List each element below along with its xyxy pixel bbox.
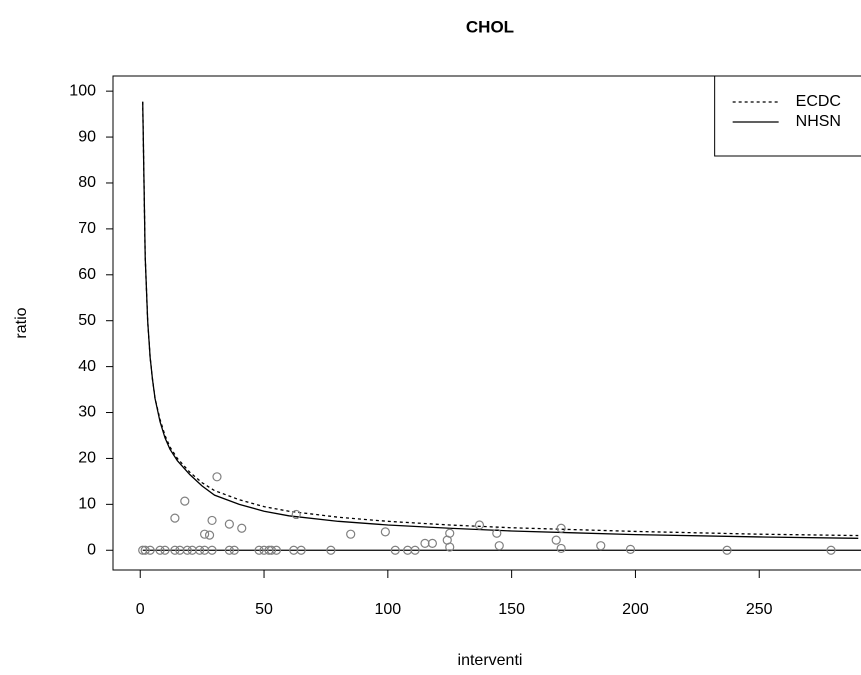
data-point xyxy=(224,545,234,555)
y-tick-label: 40 xyxy=(78,358,96,375)
data-point xyxy=(296,545,306,555)
data-point xyxy=(492,528,502,538)
y-tick-label: 80 xyxy=(78,174,96,191)
data-point xyxy=(170,545,180,555)
data-point xyxy=(722,545,732,555)
data-point xyxy=(195,545,205,555)
y-tick-label: 90 xyxy=(78,128,96,145)
data-point xyxy=(380,527,390,537)
data-point xyxy=(160,545,170,555)
chart-title: CHOL xyxy=(466,17,514,36)
y-tick-label: 20 xyxy=(78,450,96,467)
legend-label: NHSN xyxy=(796,113,841,130)
y-tick-label: 70 xyxy=(78,220,96,237)
legend-box xyxy=(714,75,861,157)
data-point xyxy=(427,538,438,548)
data-point xyxy=(155,545,165,555)
y-tick-label: 60 xyxy=(78,266,96,283)
y-axis-label: ratio xyxy=(13,307,30,338)
data-point xyxy=(212,472,222,482)
data-point xyxy=(556,543,566,554)
data-point xyxy=(291,509,301,520)
y-tick-label: 10 xyxy=(78,496,96,513)
data-point xyxy=(596,541,606,551)
data-point xyxy=(254,545,264,555)
data-point xyxy=(445,528,455,538)
data-point xyxy=(140,545,150,555)
data-point xyxy=(204,530,215,540)
data-point xyxy=(145,545,155,555)
x-tick-label: 250 xyxy=(746,601,773,618)
data-point xyxy=(390,545,400,555)
x-tick-label: 0 xyxy=(136,601,145,618)
data-point xyxy=(551,535,561,545)
y-tick-label: 0 xyxy=(87,541,96,558)
data-point xyxy=(445,542,455,552)
x-tick-label: 50 xyxy=(255,601,273,618)
data-point xyxy=(420,538,430,548)
data-point xyxy=(207,515,217,526)
legend-label: ECDC xyxy=(796,93,841,110)
x-tick-label: 150 xyxy=(498,601,525,618)
data-point xyxy=(410,545,420,555)
data-point xyxy=(346,529,356,539)
data-point xyxy=(625,544,636,554)
y-tick-label: 100 xyxy=(69,82,96,99)
data-point xyxy=(170,513,180,523)
series-line xyxy=(142,101,859,539)
data-point xyxy=(200,529,210,539)
x-tick-label: 100 xyxy=(374,601,401,618)
data-point xyxy=(237,523,247,533)
data-point xyxy=(224,519,234,529)
y-tick-label: 30 xyxy=(78,404,96,421)
y-tick-label: 50 xyxy=(78,312,96,329)
x-tick-label: 200 xyxy=(622,601,649,618)
data-point xyxy=(182,545,192,555)
x-axis-label: interventi xyxy=(458,652,523,669)
data-point xyxy=(826,545,836,555)
data-point xyxy=(326,545,336,555)
data-point xyxy=(207,545,217,555)
data-point xyxy=(229,545,239,555)
data-point xyxy=(266,545,277,555)
data-point xyxy=(474,520,485,530)
data-point xyxy=(556,523,566,533)
data-point xyxy=(494,541,504,551)
series-line xyxy=(142,101,859,537)
plot-frame xyxy=(112,75,861,571)
data-point xyxy=(180,496,190,506)
data-point xyxy=(271,545,282,555)
